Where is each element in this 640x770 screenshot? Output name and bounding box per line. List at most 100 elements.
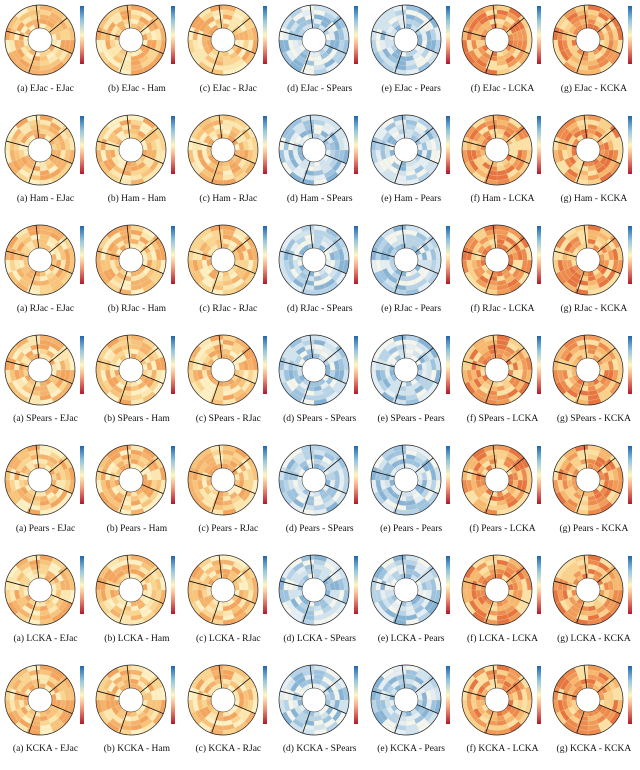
colorbar — [628, 116, 633, 174]
sector-divider — [35, 5, 40, 29]
sector-divider — [416, 704, 438, 714]
sector-divider — [6, 360, 29, 368]
inner-hole — [484, 137, 510, 163]
sector-divider — [393, 491, 403, 514]
subfigure: (f) LCKA - LCKA — [457, 550, 548, 660]
sector-divider — [218, 665, 222, 689]
sector-divider — [211, 161, 220, 184]
sector-divider — [50, 44, 73, 54]
sector-divider — [233, 594, 256, 604]
inner-hole — [27, 577, 53, 603]
subfigure: (b) Pears - Ham — [91, 440, 182, 550]
polar-heatmap — [96, 444, 176, 516]
sector-divider — [485, 711, 494, 734]
sector-divider — [554, 580, 577, 588]
polar-heatmap — [278, 554, 359, 626]
caption: (f) EJac - LCKA — [470, 84, 535, 94]
sector-divider — [140, 237, 159, 253]
sector-divider — [554, 360, 577, 368]
caption: (b) EJac - Ham — [108, 84, 166, 94]
sector-divider — [371, 360, 395, 368]
inner-hole — [576, 467, 601, 493]
sector-divider — [233, 264, 256, 274]
sector-divider — [492, 115, 497, 139]
colorbar — [537, 336, 541, 394]
inner-hole — [393, 467, 418, 493]
sector-divider — [584, 5, 588, 29]
sector-divider — [231, 567, 251, 583]
subfigure: (d) EJac - SPears — [274, 0, 365, 110]
caption: (a) SPears - EJac — [13, 414, 78, 424]
sector-divider — [597, 127, 616, 143]
sector-divider — [463, 580, 486, 588]
outer-ring — [4, 334, 76, 406]
sector-divider — [119, 161, 128, 184]
subfigure: (g) LCKA - KCKA — [548, 550, 639, 660]
subfigure: (e) SPears - Pears — [366, 330, 457, 440]
sector-divider — [393, 711, 403, 734]
polar-heatmap — [278, 114, 359, 186]
sector-divider — [142, 44, 164, 54]
sector-divider — [211, 381, 220, 404]
sector-divider — [492, 335, 497, 359]
colorbar — [262, 666, 267, 724]
sector-divider — [597, 567, 616, 583]
colorbar — [80, 116, 84, 174]
outer-ring — [461, 334, 533, 406]
outer-ring — [370, 4, 441, 76]
polar-heatmap — [461, 554, 541, 626]
sector-divider — [599, 154, 621, 164]
sector-divider — [50, 594, 73, 604]
inner-hole — [484, 687, 510, 713]
inner-hole — [393, 687, 418, 713]
outer-ring — [461, 664, 533, 736]
subfigure: (a) Pears - EJac — [0, 440, 91, 550]
sector-divider — [371, 580, 395, 588]
polar-heatmap — [370, 554, 450, 626]
sector-divider — [140, 567, 159, 583]
polar-heatmap — [96, 4, 176, 76]
outer-ring — [187, 554, 259, 626]
sector-divider — [393, 271, 403, 294]
sector-divider — [188, 360, 212, 368]
sector-divider — [414, 17, 433, 33]
inner-hole — [393, 137, 418, 163]
colorbar — [354, 6, 359, 64]
sector-divider — [414, 567, 433, 583]
sector-divider — [463, 690, 486, 698]
sector-divider — [325, 154, 347, 164]
sector-divider — [584, 225, 588, 249]
polar-heatmap — [370, 4, 450, 76]
sector-divider — [302, 711, 311, 734]
sector-divider — [280, 140, 303, 148]
sector-divider — [6, 580, 29, 588]
outer-ring — [553, 334, 624, 406]
inner-hole — [301, 357, 327, 383]
caption: (a) Pears - EJac — [15, 524, 76, 534]
outer-ring — [4, 664, 76, 736]
sector-divider — [188, 30, 212, 38]
sector-divider — [463, 140, 486, 148]
colorbar — [80, 226, 84, 284]
polar-heatmap — [278, 4, 359, 76]
sector-divider — [218, 115, 222, 139]
caption: (b) SPears - Ham — [104, 414, 170, 424]
inner-hole — [27, 687, 53, 713]
sector-divider — [401, 225, 405, 249]
sector-divider — [323, 237, 342, 253]
subfigure: (g) RJac - KCKA — [548, 220, 639, 330]
sector-divider — [507, 484, 530, 494]
sector-divider — [554, 690, 577, 698]
sector-divider — [401, 115, 405, 139]
subfigure: (g) SPears - KCKA — [548, 330, 639, 440]
sector-divider — [188, 580, 212, 588]
sector-divider — [401, 445, 405, 469]
caption: (d) LCKA - SPears — [283, 634, 356, 644]
sector-divider — [119, 271, 128, 294]
sector-divider — [6, 470, 29, 478]
sector-divider — [49, 237, 68, 253]
polar-heatmap — [96, 114, 176, 186]
polar-heatmap — [370, 664, 450, 736]
sector-divider — [492, 445, 497, 469]
